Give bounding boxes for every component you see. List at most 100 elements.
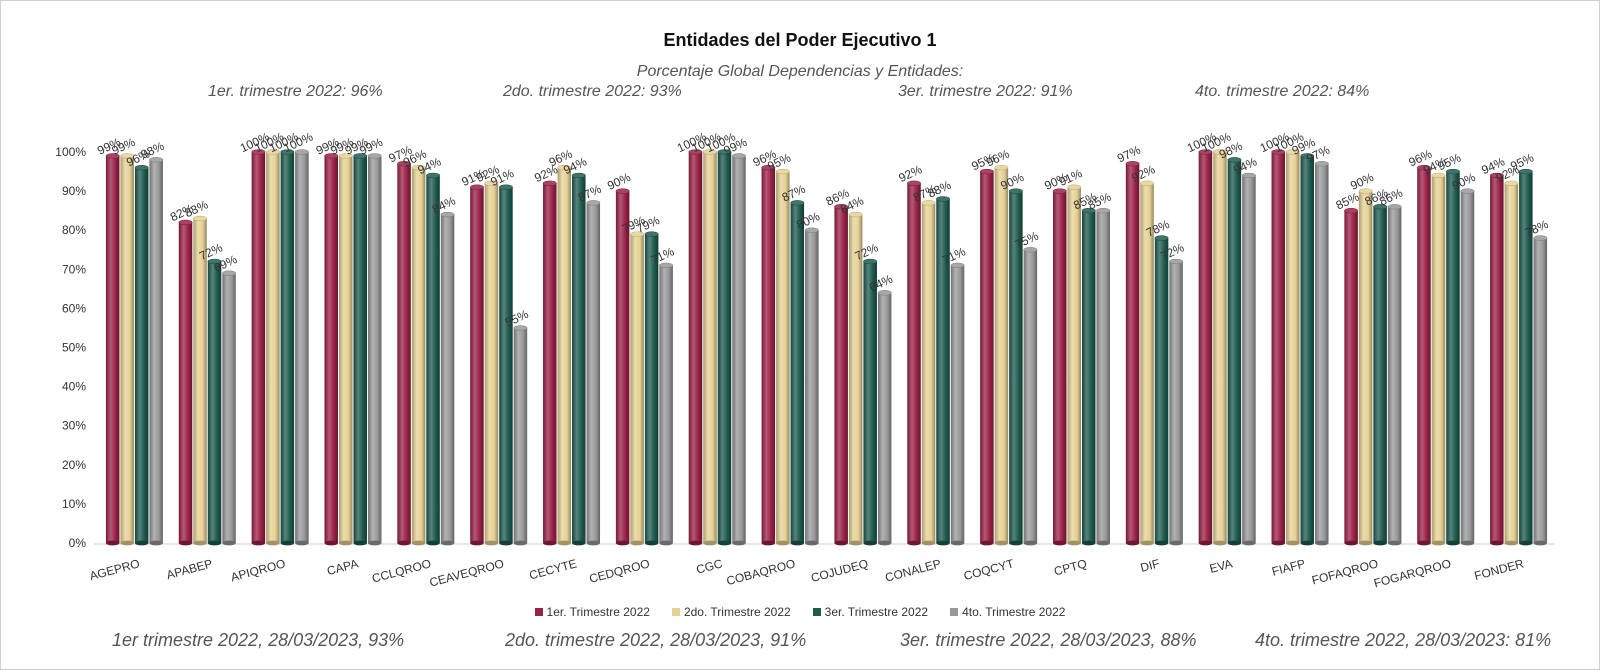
bar-EVA-s3: [1227, 157, 1242, 546]
bar-COQCYT-s2: [994, 164, 1009, 546]
top-note-q3: 3er. trimestre 2022: 91%: [898, 83, 1073, 100]
bar-DIF-s4: [1169, 258, 1184, 546]
bar-CPTQ-s1: [1052, 188, 1067, 546]
bar-COJUDEQ-s4: [877, 290, 892, 546]
category-label: EVA: [1208, 556, 1234, 576]
bar-FONDER-s2: [1504, 180, 1519, 546]
y-tick-label: 30%: [62, 419, 86, 433]
bar-EVA-s2: [1212, 149, 1227, 546]
legend-label-q1: 1er. Trimestre 2022: [546, 605, 650, 619]
legend-swatch-q2: [671, 608, 680, 616]
bar-FOGARQROO-s2: [1431, 172, 1446, 546]
legend-swatch-q4: [950, 608, 959, 616]
bar-CONALEP-s1: [907, 180, 922, 546]
y-tick-label: 50%: [62, 341, 86, 355]
bar-APABEP-s4: [222, 270, 237, 546]
bar-CEDQROO-s4: [659, 262, 674, 546]
bar-CECYTE-s4: [586, 200, 601, 546]
top-note-q4: 4to. trimestre 2022: 84%: [1195, 83, 1370, 100]
bar-FOGARQROO-s3: [1445, 168, 1460, 546]
bar-CCLQROO-s1: [397, 161, 412, 546]
category-label: CEAVEQROO: [428, 556, 505, 589]
category-label: CECYTE: [528, 556, 579, 582]
bar-FONDER-s1: [1489, 172, 1504, 546]
y-tick-label: 20%: [62, 458, 86, 472]
bar-COBAQROO-s4: [804, 227, 819, 546]
legend-item-q3: 3er. Trimestre 2022: [812, 605, 929, 619]
category-label: FONDER: [1473, 556, 1526, 583]
bar-COJUDEQ-s2: [848, 211, 863, 546]
chart-title: Entidades del Poder Ejecutivo 1: [663, 30, 937, 50]
category-label: CCLQROO: [370, 556, 432, 585]
category-label: AGEPRO: [88, 556, 141, 583]
bar-CPTQ-s3: [1081, 208, 1096, 546]
bar-APIQROO-s3: [280, 149, 295, 546]
top-note-q2: 2do. trimestre 2022: 93%: [503, 83, 682, 100]
bottom-note-q2: 2do. trimestre 2022, 28/03/2023, 91%: [505, 630, 807, 650]
y-tick-label: 90%: [62, 184, 86, 198]
bar-FOGARQROO-s1: [1416, 164, 1431, 546]
bar-COQCYT-s4: [1023, 247, 1038, 546]
bar-AGEPRO-s4: [149, 157, 164, 546]
bar-EVA-s1: [1198, 149, 1213, 546]
bar-EVA-s4: [1241, 172, 1256, 546]
legend-label-q2: 2do. Trimestre 2022: [683, 605, 791, 619]
bar-CCLQROO-s4: [440, 211, 455, 546]
bar-COBAQROO-s3: [790, 200, 805, 546]
bar-APIQROO-s4: [294, 149, 309, 546]
y-tick-label: 60%: [62, 301, 86, 315]
bar-CONALEP-s4: [950, 262, 965, 546]
bottom-note-q4: 4to. trimestre 2022, 28/03/2023: 81%: [1255, 630, 1552, 650]
bar-APABEP-s3: [207, 258, 222, 546]
bar-CEAVEQROO-s4: [513, 325, 528, 546]
category-label: CAPA: [325, 556, 359, 578]
bottom-note-q3: 3er. trimestre 2022, 28/03/2023, 88%: [900, 630, 1197, 650]
bar-AGEPRO-s3: [134, 164, 149, 546]
legend-label-q3: 3er. Trimestre 2022: [824, 605, 929, 619]
bar-DIF-s2: [1140, 180, 1155, 546]
category-label: FOGARQROO: [1372, 556, 1452, 590]
bar-CAPA-s4: [367, 153, 382, 546]
bar-COJUDEQ-s1: [834, 204, 849, 546]
bar-APIQROO-s2: [265, 149, 280, 546]
y-tick-label: 10%: [62, 497, 86, 511]
bar-FOFAQROO-s1: [1344, 208, 1359, 546]
y-tick-label: 40%: [62, 380, 86, 394]
category-label: CPTQ: [1052, 556, 1088, 578]
bar-COJUDEQ-s3: [863, 258, 878, 546]
bar-CONALEP-s2: [921, 200, 936, 546]
chart-subtitle: Porcentaje Global Dependencias y Entidad…: [636, 63, 964, 80]
chart-legend: 1er. Trimestre 2022 2do. Trimestre 2022 …: [0, 605, 1600, 619]
bar-FIAFP-s4: [1314, 161, 1329, 546]
bar-CECYTE-s1: [542, 180, 557, 546]
legend-swatch-q3: [812, 608, 821, 616]
category-label: DIF: [1139, 556, 1161, 575]
top-note-q1: 1er. trimestre 2022: 96%: [208, 83, 383, 100]
bar-APIQROO-s1: [251, 149, 266, 546]
y-tick-label: 100%: [55, 145, 86, 159]
category-label: APABEP: [165, 556, 214, 582]
category-label: CGC: [695, 556, 725, 577]
bar-CECYTE-s2: [557, 164, 572, 546]
category-label: FOFAQROO: [1310, 556, 1379, 587]
bar-COQCYT-s3: [1008, 188, 1023, 546]
category-label: FIAFP: [1270, 556, 1306, 578]
bar-FONDER-s3: [1518, 168, 1533, 546]
bar-CCLQROO-s3: [426, 172, 441, 546]
bar-CEAVEQROO-s1: [469, 184, 484, 546]
bar-FIAFP-s1: [1271, 149, 1286, 546]
y-tick-label: 70%: [62, 262, 86, 276]
bar-CEDQROO-s3: [644, 231, 659, 546]
bar-CEDQROO-s1: [615, 188, 630, 546]
bar-FIAFP-s2: [1285, 149, 1300, 546]
bar-AGEPRO-s1: [105, 153, 120, 546]
bar-FOFAQROO-s4: [1387, 204, 1402, 546]
bar-DIF-s3: [1154, 235, 1169, 546]
bar-FOFAQROO-s2: [1358, 188, 1373, 546]
legend-item-q1: 1er. Trimestre 2022: [534, 605, 650, 619]
category-label: APIQROO: [229, 556, 287, 584]
bar-CONALEP-s3: [936, 196, 951, 546]
bar-FOFAQROO-s3: [1373, 204, 1388, 546]
bar-CAPA-s2: [338, 153, 353, 546]
